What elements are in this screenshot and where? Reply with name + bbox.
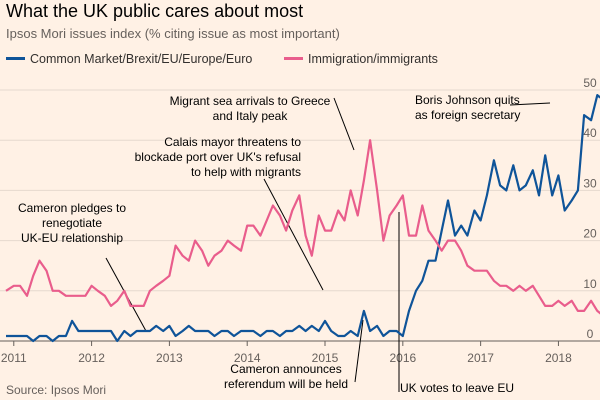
gridlines [0, 89, 600, 342]
annotation-cameron-referendum: Cameron announces [230, 362, 341, 376]
annotation-cameron-pledge: UK-EU relationship [21, 231, 123, 245]
annotation-calais-mayor: blockade port over UK's refusal [135, 150, 301, 164]
legend-swatch-brexit [6, 57, 25, 61]
annotation-johnson-quits: Boris Johnson quits [415, 93, 520, 107]
chart-subtitle: Ipsos Mori issues index (% citing issue … [6, 26, 340, 41]
annotation-leader-johnson-quits [509, 102, 551, 106]
y-tick-label: 40 [583, 126, 597, 140]
annotation-cameron-pledge: renegotiate [42, 216, 102, 230]
annotation-calais-mayor: to help with migrants [191, 165, 301, 179]
x-tick-label: 2011 [1, 351, 27, 365]
annotation-cameron-referendum: referendum will be held [224, 377, 348, 391]
legend-item-brexit: Common Market/Brexit/EU/Europe/Euro [6, 52, 252, 66]
chart-source: Source: Ipsos Mori [6, 383, 107, 397]
chart-title: What the UK public cares about most [6, 1, 304, 21]
series-lines [5, 94, 600, 343]
x-tick-label: 2013 [156, 351, 183, 365]
annotation-leader-migrant-arrivals [333, 97, 355, 151]
y-tick-label: 0 [587, 327, 594, 341]
annotation-johnson-quits: as foreign secretary [415, 108, 520, 122]
y-tick-label: 50 [583, 76, 597, 90]
x-tick-label: 2017 [467, 351, 494, 365]
legend-swatch-immigration [284, 57, 303, 61]
y-tick-label: 20 [583, 227, 597, 241]
x-tick-label: 2016 [389, 351, 416, 365]
x-axis: 2011 2012 2013 2014 2015 2016 2017 2018 [1, 341, 572, 365]
legend-label-brexit: Common Market/Brexit/EU/Europe/Euro [30, 52, 253, 66]
x-tick-label: 2014 [234, 351, 261, 365]
annotation-cameron-pledge: Cameron pledges to [18, 201, 126, 215]
annotation-calais-mayor: Calais mayor threatens to [164, 135, 301, 149]
annotation-migrant-arrivals: and Italy peak [213, 109, 289, 123]
annotation-migrant-arrivals: Migrant sea arrivals to Greece [170, 94, 331, 108]
annotation-uk-votes-leave: UK votes to leave EU [400, 381, 514, 395]
x-tick-label: 2012 [78, 351, 105, 365]
y-axis: 0 10 20 30 40 50 [583, 76, 597, 341]
annotation-leader-calais-mayor [263, 178, 324, 291]
y-tick-label: 30 [583, 176, 597, 190]
series-line-brexit [6, 94, 600, 343]
x-tick-label: 2015 [312, 351, 339, 365]
legend-item-immigration: Immigration/immigrants [284, 52, 438, 66]
y-tick-label: 10 [583, 277, 597, 291]
series-line-immigration [5, 139, 600, 315]
annotation-leader-cameron-referendum [354, 319, 364, 383]
x-tick-label: 2018 [545, 351, 572, 365]
legend-label-immigration: Immigration/immigrants [308, 52, 438, 66]
